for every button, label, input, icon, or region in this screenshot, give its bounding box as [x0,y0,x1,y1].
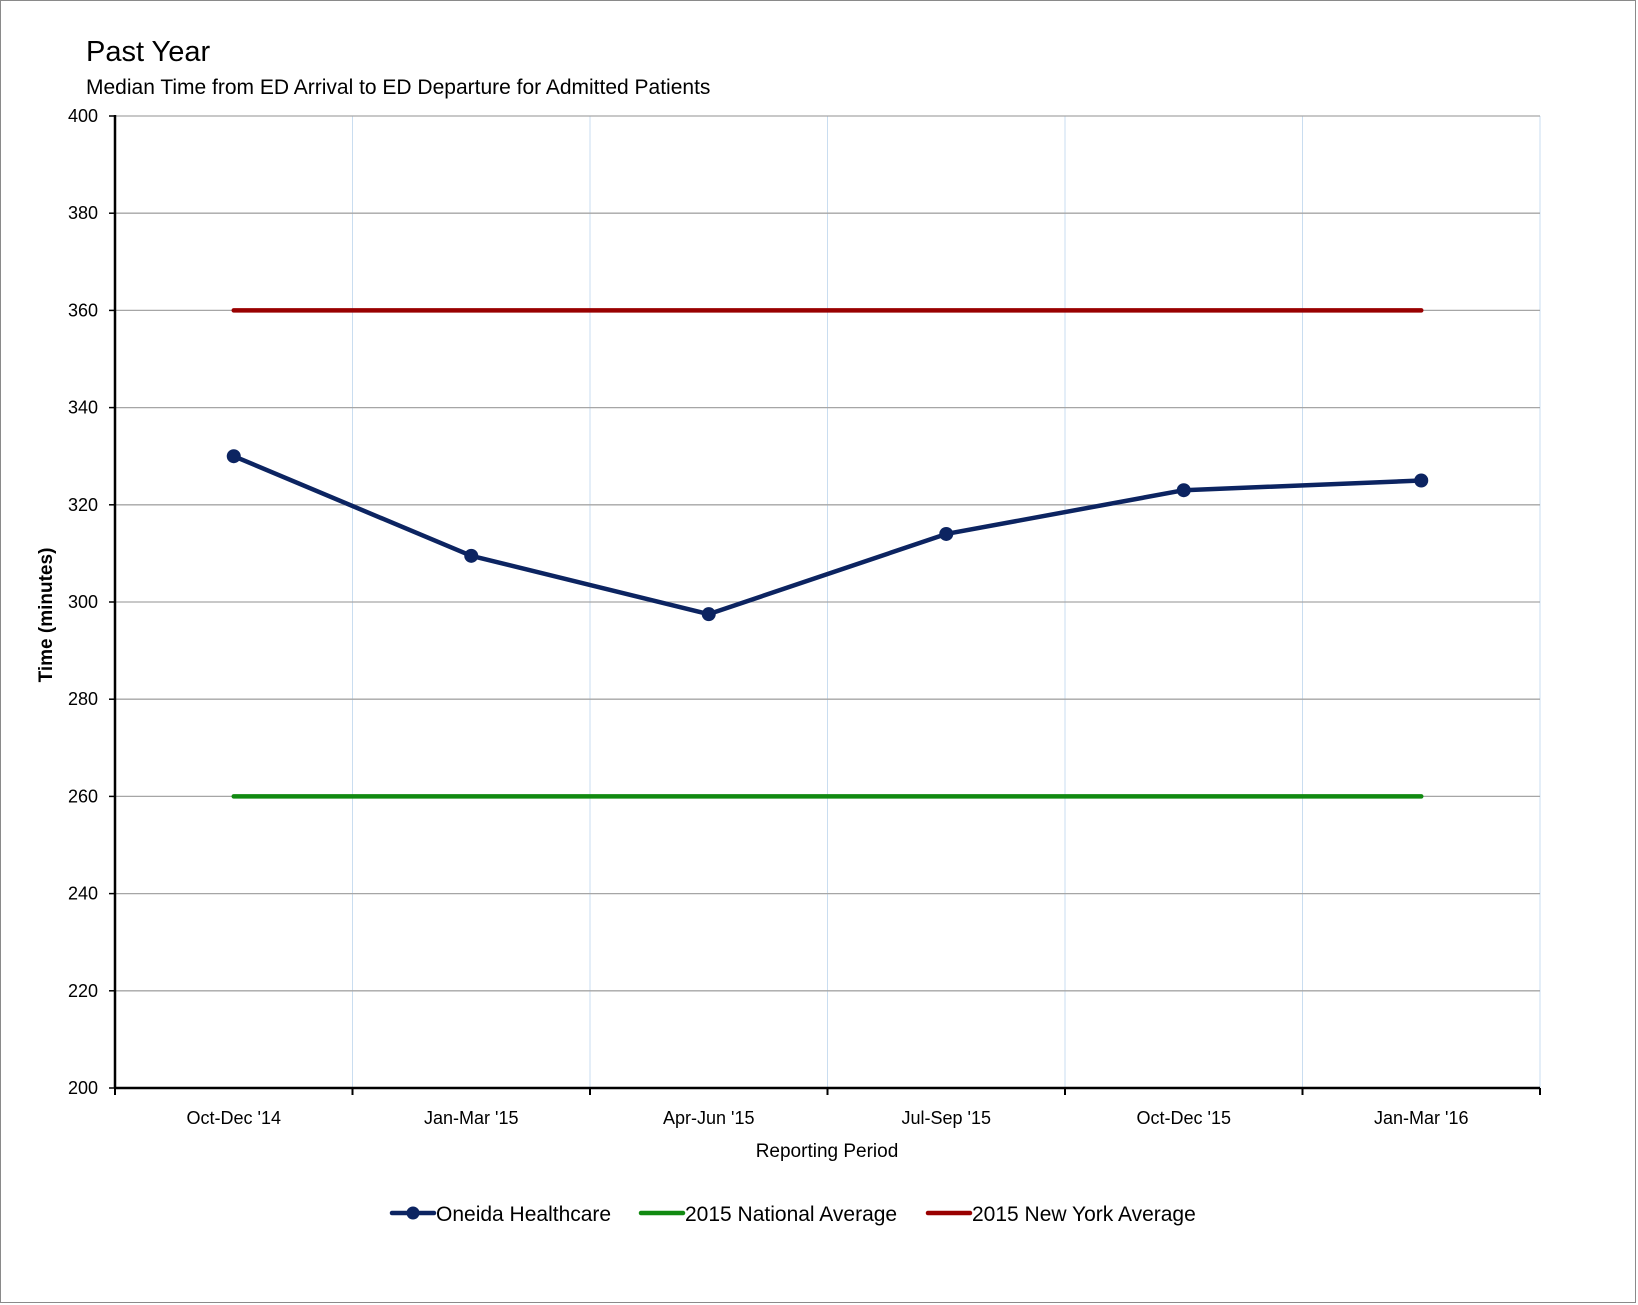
axes [109,115,1541,1095]
y-tick-label: 320 [68,495,98,515]
y-tick-label: 260 [68,786,98,806]
data-point-oneida-healthcare [464,548,479,563]
data-point-oneida-healthcare [226,449,241,464]
legend: Oneida Healthcare 2015 National Average 20… [389,1203,1196,1226]
x-tick-label: Jul-Sep '15 [902,1108,992,1128]
x-tick-label: Jan-Mar '16 [1374,1108,1468,1128]
y-tick-label: 340 [68,398,98,418]
x-tick-label: Apr-Jun '15 [663,1108,755,1128]
y-tick-label: 300 [68,592,98,612]
y-tick-label: 220 [68,981,98,1001]
grid-lines [115,115,1541,1088]
x-tick-label: Oct-Dec '14 [187,1108,281,1128]
x-axis-title: Reporting Period [756,1141,899,1162]
chart-title: Past Year [86,36,211,68]
chart-subtitle: Median Time from ED Arrival to ED Depart… [86,76,711,99]
series-line-oneida-healthcare [231,453,1424,617]
y-axis-title: Time (minutes) [36,548,57,683]
legend-marker-oneida-healthcare [406,1206,420,1220]
legend-label-2015-new-york-average: 2015 New York Average [972,1203,1196,1226]
y-tick-label: 380 [68,203,98,223]
data-point-oneida-healthcare [1414,473,1429,488]
legend-label-oneida-healthcare: Oneida Healthcare [436,1203,611,1226]
y-tick-label: 400 [68,106,98,126]
y-tick-label: 200 [68,1078,98,1098]
y-tick-label: 360 [68,300,98,320]
data-point-oneida-healthcare [939,526,954,541]
y-tick-label: 240 [68,884,98,904]
data-point-oneida-healthcare [1176,483,1191,498]
legend-label-2015-national-average: 2015 National Average [685,1203,897,1226]
y-tick-label: 280 [68,689,98,709]
series-lines [226,308,1429,799]
tick-labels: 200 220 240 260 280 300 320 340 360 380 400 Oct-Dec… [68,106,1469,1128]
x-tick-label: Oct-Dec '15 [1137,1108,1231,1128]
x-tick-label: Jan-Mar '15 [424,1108,518,1128]
data-point-oneida-healthcare [701,607,716,622]
